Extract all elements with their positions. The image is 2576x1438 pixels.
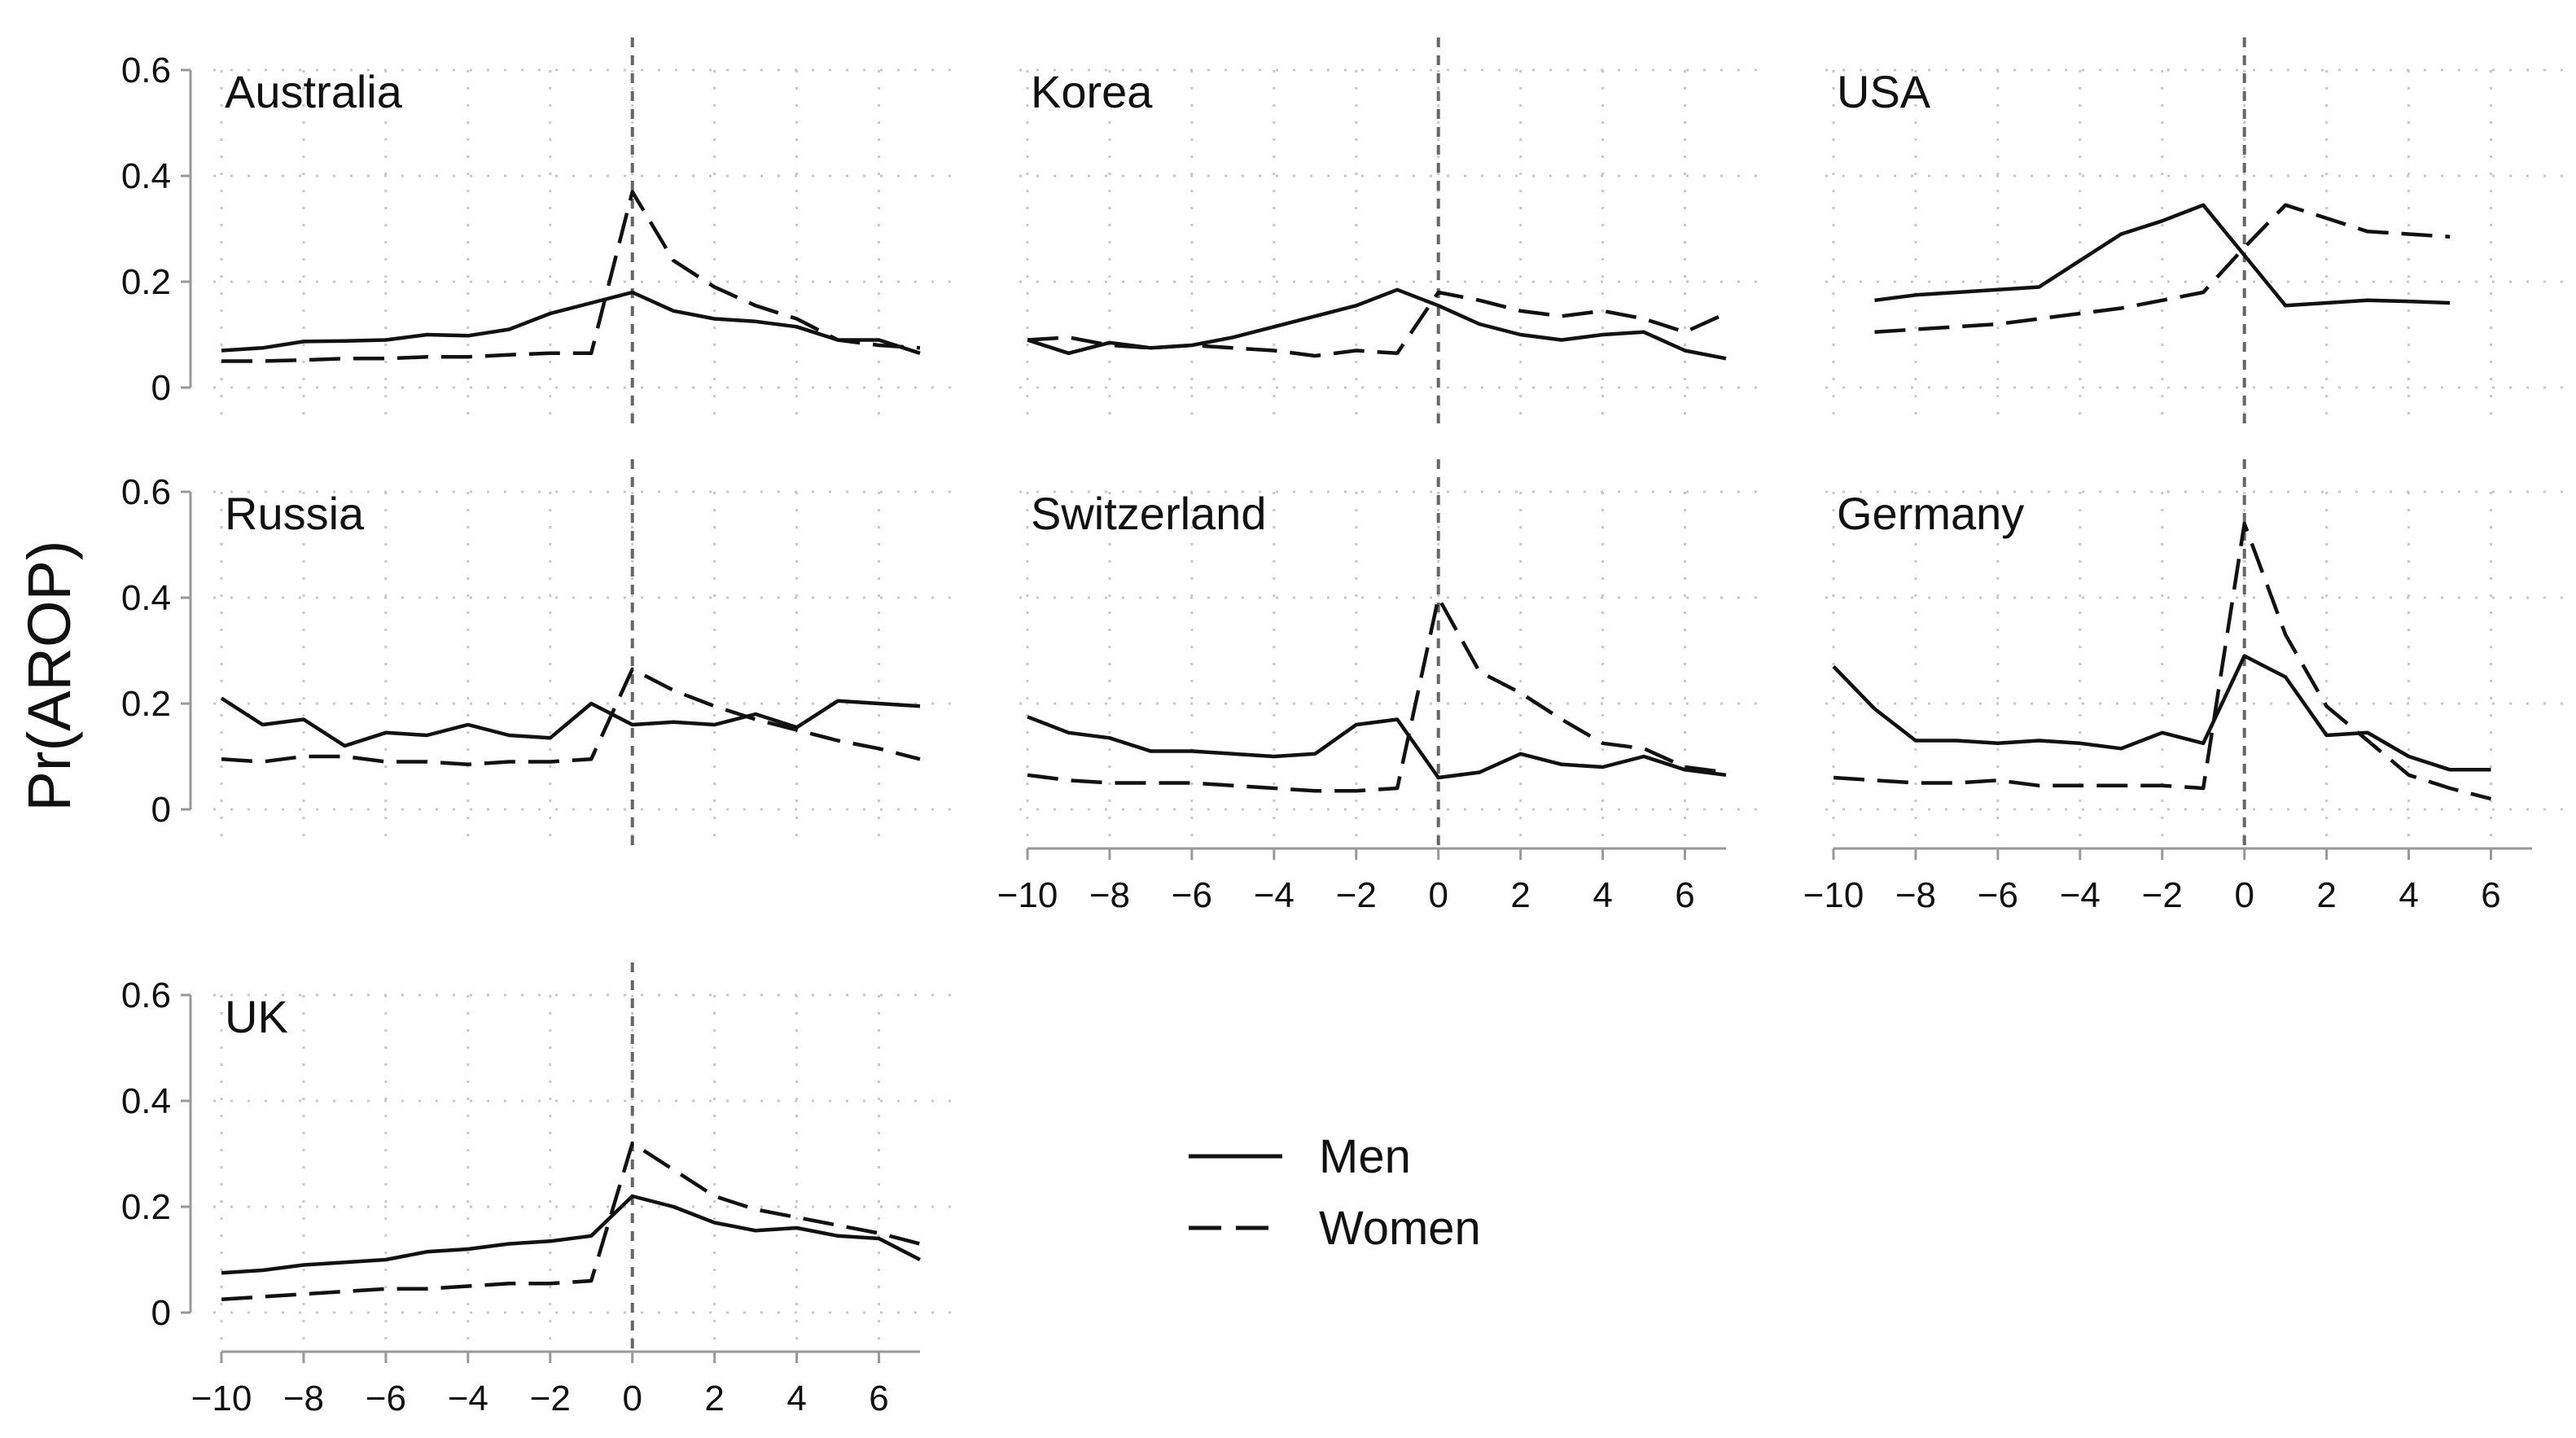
panel-title: Australia — [225, 66, 403, 117]
x-tick-label: −6 — [366, 1379, 406, 1418]
panel-title: Switzerland — [1031, 488, 1266, 539]
x-tick-label: 0 — [2234, 875, 2254, 915]
series-men-line — [220, 696, 921, 748]
series-women-line — [221, 190, 921, 363]
y-tick-label: 0.2 — [121, 1187, 171, 1227]
panel-title: USA — [1837, 66, 1931, 117]
x-tick-label: 6 — [1675, 875, 1694, 915]
x-tick-label: 0 — [1428, 875, 1448, 915]
x-tick-label: −10 — [191, 1379, 252, 1418]
panel-title: Russia — [225, 488, 365, 539]
panel-russia: 0 0.2 0.4 0.6 Russia — [121, 459, 953, 848]
x-tick-label: −2 — [2142, 875, 2183, 915]
x-tick-label: 2 — [2316, 875, 2336, 915]
x-tick-label: −10 — [1803, 875, 1864, 915]
series-men-line — [1832, 654, 2491, 772]
x-tick-label: −2 — [530, 1379, 571, 1418]
legend: Men Women — [1189, 1130, 1481, 1255]
series-men-line — [1874, 203, 2451, 308]
panel-korea: Korea — [1019, 37, 1759, 427]
legend-women-label: Women — [1319, 1202, 1481, 1255]
legend-men-label: Men — [1319, 1130, 1411, 1183]
x-tick-label: −8 — [1895, 875, 1936, 915]
y-tick-label: 0.6 — [121, 472, 171, 512]
series-women-line — [1874, 203, 2451, 335]
panels: 0 0.2 0.4 0.6 Australia Korea USA 0 0.2 0.4 0.6 Rus… — [121, 37, 2565, 1418]
y-tick-label: 0 — [151, 368, 171, 408]
y-tick-label: 0.4 — [121, 1081, 171, 1121]
series-men-line — [221, 290, 921, 355]
x-tick-label: −6 — [1172, 875, 1212, 915]
series-women-line — [221, 667, 921, 767]
x-tick-label: −4 — [2060, 875, 2101, 915]
panel-usa: USA — [1825, 37, 2565, 427]
panel-australia: 0 0.2 0.4 0.6 Australia — [121, 37, 953, 427]
y-tick-label: 0.4 — [121, 578, 171, 618]
y-tick-label: 0.6 — [121, 50, 171, 90]
series-women-line — [221, 1141, 921, 1302]
y-tick-label: 0.2 — [121, 262, 171, 302]
x-tick-label: 6 — [2481, 875, 2500, 915]
x-tick-label: 2 — [1510, 875, 1530, 915]
panel-title: Germany — [1837, 488, 2024, 539]
panel-uk: 0 0.2 0.4 0.6 −10 −8 −6 −4 −2 0 2 4 6 UK — [121, 962, 953, 1418]
x-tick-label: 6 — [869, 1379, 888, 1418]
panel-germany: −10 −8 −6 −4 −2 0 2 4 6 Germany — [1803, 459, 2565, 915]
x-tick-label: −2 — [1336, 875, 1377, 915]
x-tick-label: 2 — [704, 1379, 724, 1418]
x-tick-label: 0 — [622, 1379, 642, 1418]
y-tick-label: 0 — [151, 1293, 171, 1333]
x-tick-label: 4 — [1592, 875, 1612, 915]
series-men-line — [221, 1194, 922, 1275]
panel-switzerland: −10 −8 −6 −4 −2 0 2 4 6 Switzerland — [997, 459, 1759, 915]
panel-title: UK — [225, 991, 288, 1042]
x-tick-label: −8 — [1089, 875, 1130, 915]
x-tick-label: −4 — [1254, 875, 1295, 915]
y-tick-label: 0.4 — [121, 156, 171, 196]
x-tick-label: 4 — [2399, 875, 2418, 915]
panel-title: Korea — [1031, 66, 1153, 117]
series-women-line — [1833, 521, 2492, 801]
x-tick-label: −8 — [283, 1379, 324, 1418]
x-tick-label: −10 — [997, 875, 1058, 915]
y-tick-label: 0 — [151, 790, 171, 830]
y-tick-label: 0.2 — [121, 684, 171, 724]
x-tick-label: 4 — [786, 1379, 806, 1418]
y-tick-label: 0.6 — [121, 975, 171, 1015]
x-tick-label: −4 — [448, 1379, 488, 1418]
series-men-line — [1027, 287, 1727, 361]
series-men-line — [1027, 715, 1727, 780]
x-tick-label: −6 — [1978, 875, 2018, 915]
series-women-line — [1027, 595, 1727, 793]
y-axis-label: Pr(AROP) — [15, 541, 83, 812]
